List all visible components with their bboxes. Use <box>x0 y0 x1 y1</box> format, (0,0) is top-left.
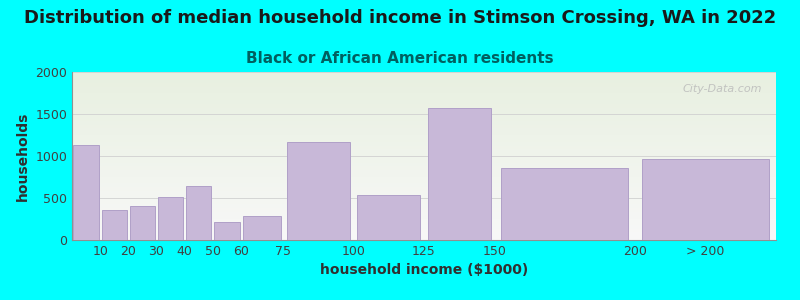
Text: Distribution of median household income in Stimson Crossing, WA in 2022: Distribution of median household income … <box>24 9 776 27</box>
Bar <box>286 142 350 240</box>
Bar <box>158 197 183 240</box>
Bar <box>502 168 628 240</box>
Bar <box>130 206 155 240</box>
Bar <box>427 108 491 240</box>
Bar <box>186 186 211 240</box>
Text: City-Data.com: City-Data.com <box>682 84 762 94</box>
Bar <box>642 158 769 240</box>
Y-axis label: households: households <box>16 111 30 201</box>
Bar <box>102 210 127 240</box>
Bar <box>74 145 98 240</box>
Text: Black or African American residents: Black or African American residents <box>246 51 554 66</box>
Bar <box>243 217 281 240</box>
X-axis label: household income ($1000): household income ($1000) <box>320 263 528 278</box>
Bar <box>214 222 239 240</box>
Bar <box>357 196 421 240</box>
